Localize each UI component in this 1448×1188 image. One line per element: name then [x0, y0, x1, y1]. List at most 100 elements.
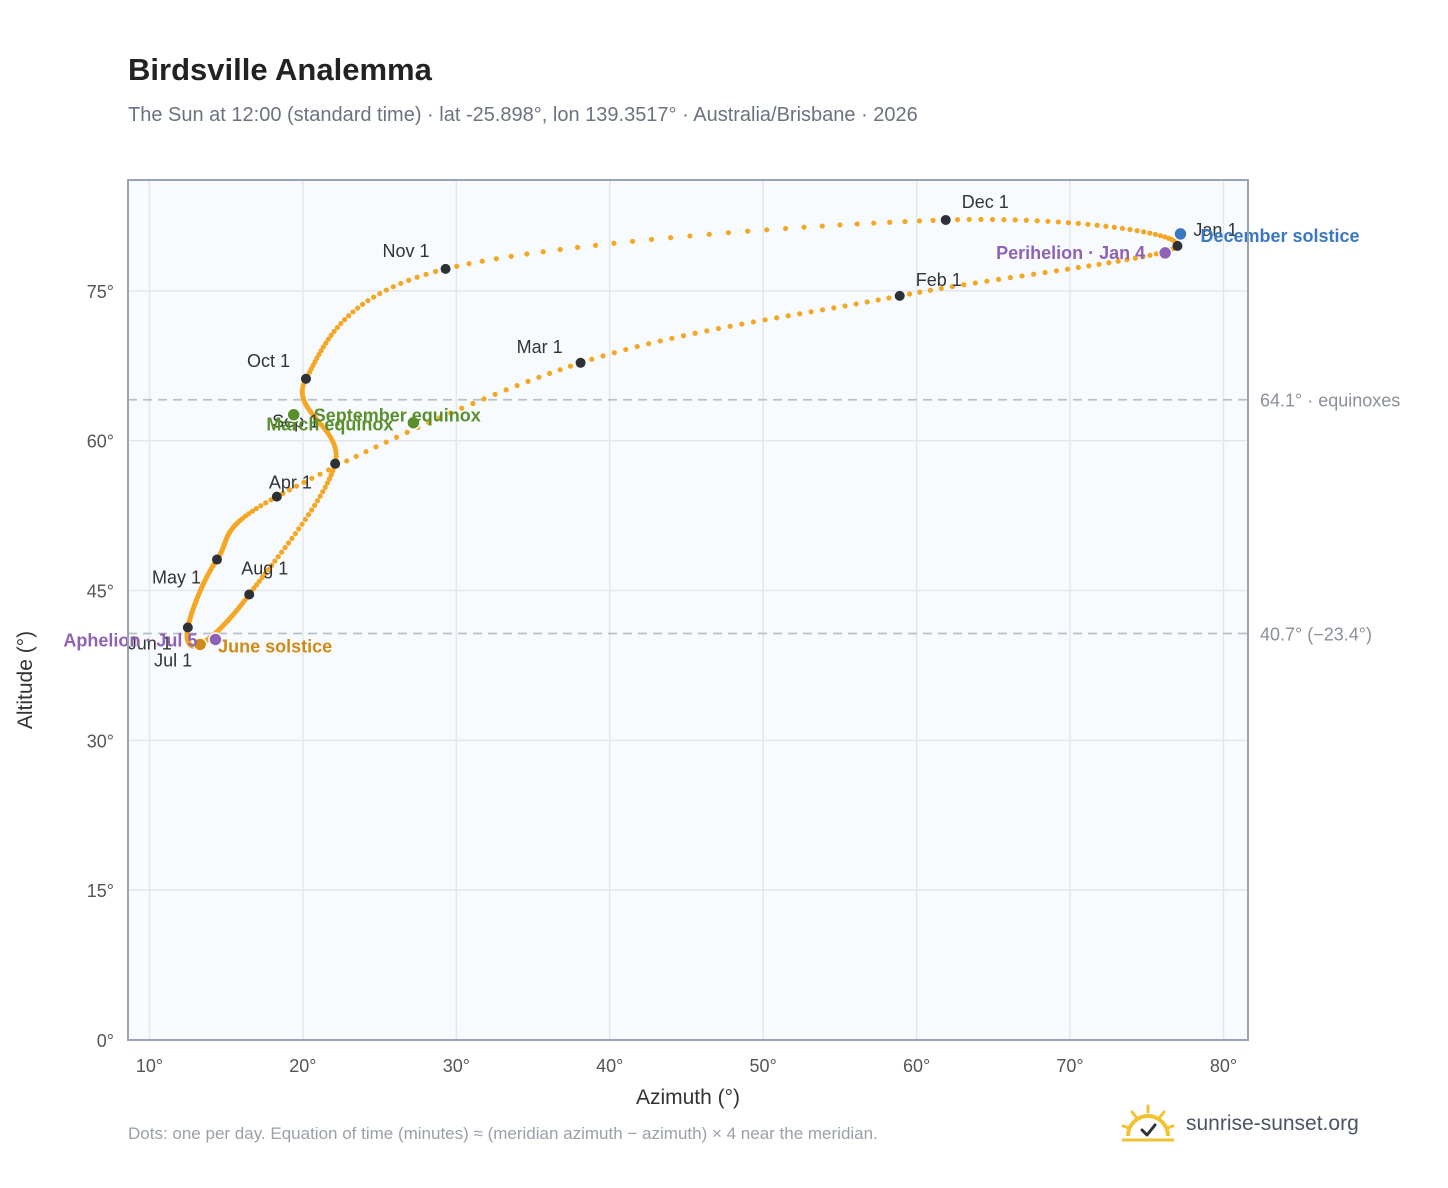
daily-dot [762, 317, 768, 323]
month-label: Mar 1 [517, 337, 563, 357]
daily-dot [954, 217, 961, 223]
daily-dot [1119, 225, 1126, 231]
daily-dot [715, 325, 722, 332]
daily-dot [262, 570, 268, 577]
daily-dot [324, 480, 330, 486]
daily-dot [1001, 217, 1007, 223]
daily-dot [272, 558, 278, 564]
daily-dot [727, 323, 733, 329]
daily-dot [316, 351, 322, 358]
daily-dot [774, 315, 780, 321]
daily-dot [1042, 269, 1048, 276]
daily-dot [279, 549, 285, 555]
event-label: September equinox [314, 406, 481, 426]
x-tick-label: 60° [903, 1056, 930, 1076]
daily-dot [314, 498, 321, 504]
page-subtitle: The Sun at 12:00 (standard time) · lat -… [128, 104, 918, 126]
daily-dot [996, 276, 1002, 283]
footnote: Dots: one per day. Equation of time (min… [128, 1124, 878, 1143]
daily-dot [1019, 273, 1025, 279]
daily-dot [739, 321, 745, 327]
daily-dot [1065, 220, 1072, 226]
daily-dot [1023, 217, 1029, 223]
plot-area [128, 180, 1248, 1040]
y-tick-label: 75° [87, 282, 114, 302]
daily-dot [611, 350, 617, 356]
daily-dot [253, 505, 259, 512]
daily-dot [328, 472, 334, 478]
daily-dot [648, 236, 655, 243]
daily-dot [285, 540, 292, 546]
daily-dot [492, 391, 498, 397]
daily-dot [470, 400, 476, 407]
daily-dot [1157, 233, 1164, 239]
event-label: June solstice [218, 636, 332, 656]
daily-dot [393, 434, 400, 440]
daily-dot [916, 218, 923, 224]
daily-dot [350, 309, 356, 315]
daily-dot [426, 420, 432, 426]
daily-dot [493, 256, 499, 262]
daily-dot [1103, 223, 1109, 229]
daily-dot [1106, 260, 1112, 266]
y-tick-label: 0° [97, 1031, 114, 1051]
daily-dot [1152, 231, 1159, 237]
daily-dot [406, 277, 412, 283]
daily-dot [524, 251, 530, 257]
reference-line-label: 40.7° (−23.4°) [1260, 624, 1372, 644]
daily-dot [296, 526, 302, 532]
daily-dot [404, 429, 410, 435]
daily-dot [611, 240, 617, 246]
x-tick-label: 80° [1210, 1056, 1237, 1076]
daily-dot [265, 566, 271, 573]
daily-dot [302, 516, 308, 523]
daily-dot [669, 335, 675, 341]
daily-dot [289, 535, 295, 541]
x-tick-label: 70° [1056, 1056, 1083, 1076]
daily-dot [536, 374, 542, 380]
daily-dot [1140, 254, 1146, 260]
daily-dot [508, 253, 514, 259]
daily-dot [629, 238, 636, 244]
daily-dot [886, 295, 892, 301]
event-label: December solstice [1200, 226, 1359, 246]
daily-dot [1111, 224, 1117, 230]
month-label: Aug 1 [241, 559, 288, 579]
daily-dot [887, 219, 893, 225]
daily-dot [646, 341, 652, 347]
daily-dot [292, 531, 298, 537]
x-tick-label: 40° [596, 1056, 623, 1076]
daily-dot [309, 475, 315, 481]
month-label: Jan 1 [1193, 220, 1237, 240]
daily-dot [1124, 257, 1130, 263]
daily-dot [286, 487, 293, 493]
month-label: Jul 1 [154, 650, 192, 670]
event-marker [208, 632, 223, 647]
x-tick-label: 10° [136, 1056, 163, 1076]
daily-dot [359, 301, 366, 307]
daily-dot [1075, 264, 1081, 271]
brand[interactable]: sunrise-sunset.org [1120, 1102, 1359, 1146]
daily-dot [432, 268, 439, 275]
daily-dot [706, 231, 712, 237]
daily-dot [1064, 266, 1071, 272]
daily-dot [275, 554, 281, 560]
month-marker [440, 263, 451, 274]
daily-dot [363, 449, 369, 455]
daily-dot [854, 221, 860, 227]
daily-dot [906, 291, 913, 297]
event-marker [1157, 245, 1173, 261]
daily-dot [299, 521, 305, 527]
daily-dot [687, 233, 693, 239]
daily-dot [1085, 221, 1091, 227]
event-marker [192, 637, 208, 652]
event-marker [286, 407, 301, 422]
daily-dot [301, 479, 307, 485]
daily-dot [978, 216, 984, 223]
month-marker [182, 622, 193, 633]
daily-dot [949, 283, 956, 290]
brand-name: sunrise-sunset.org [1186, 1112, 1359, 1135]
daily-dot [745, 228, 751, 234]
daily-dot [256, 578, 262, 584]
